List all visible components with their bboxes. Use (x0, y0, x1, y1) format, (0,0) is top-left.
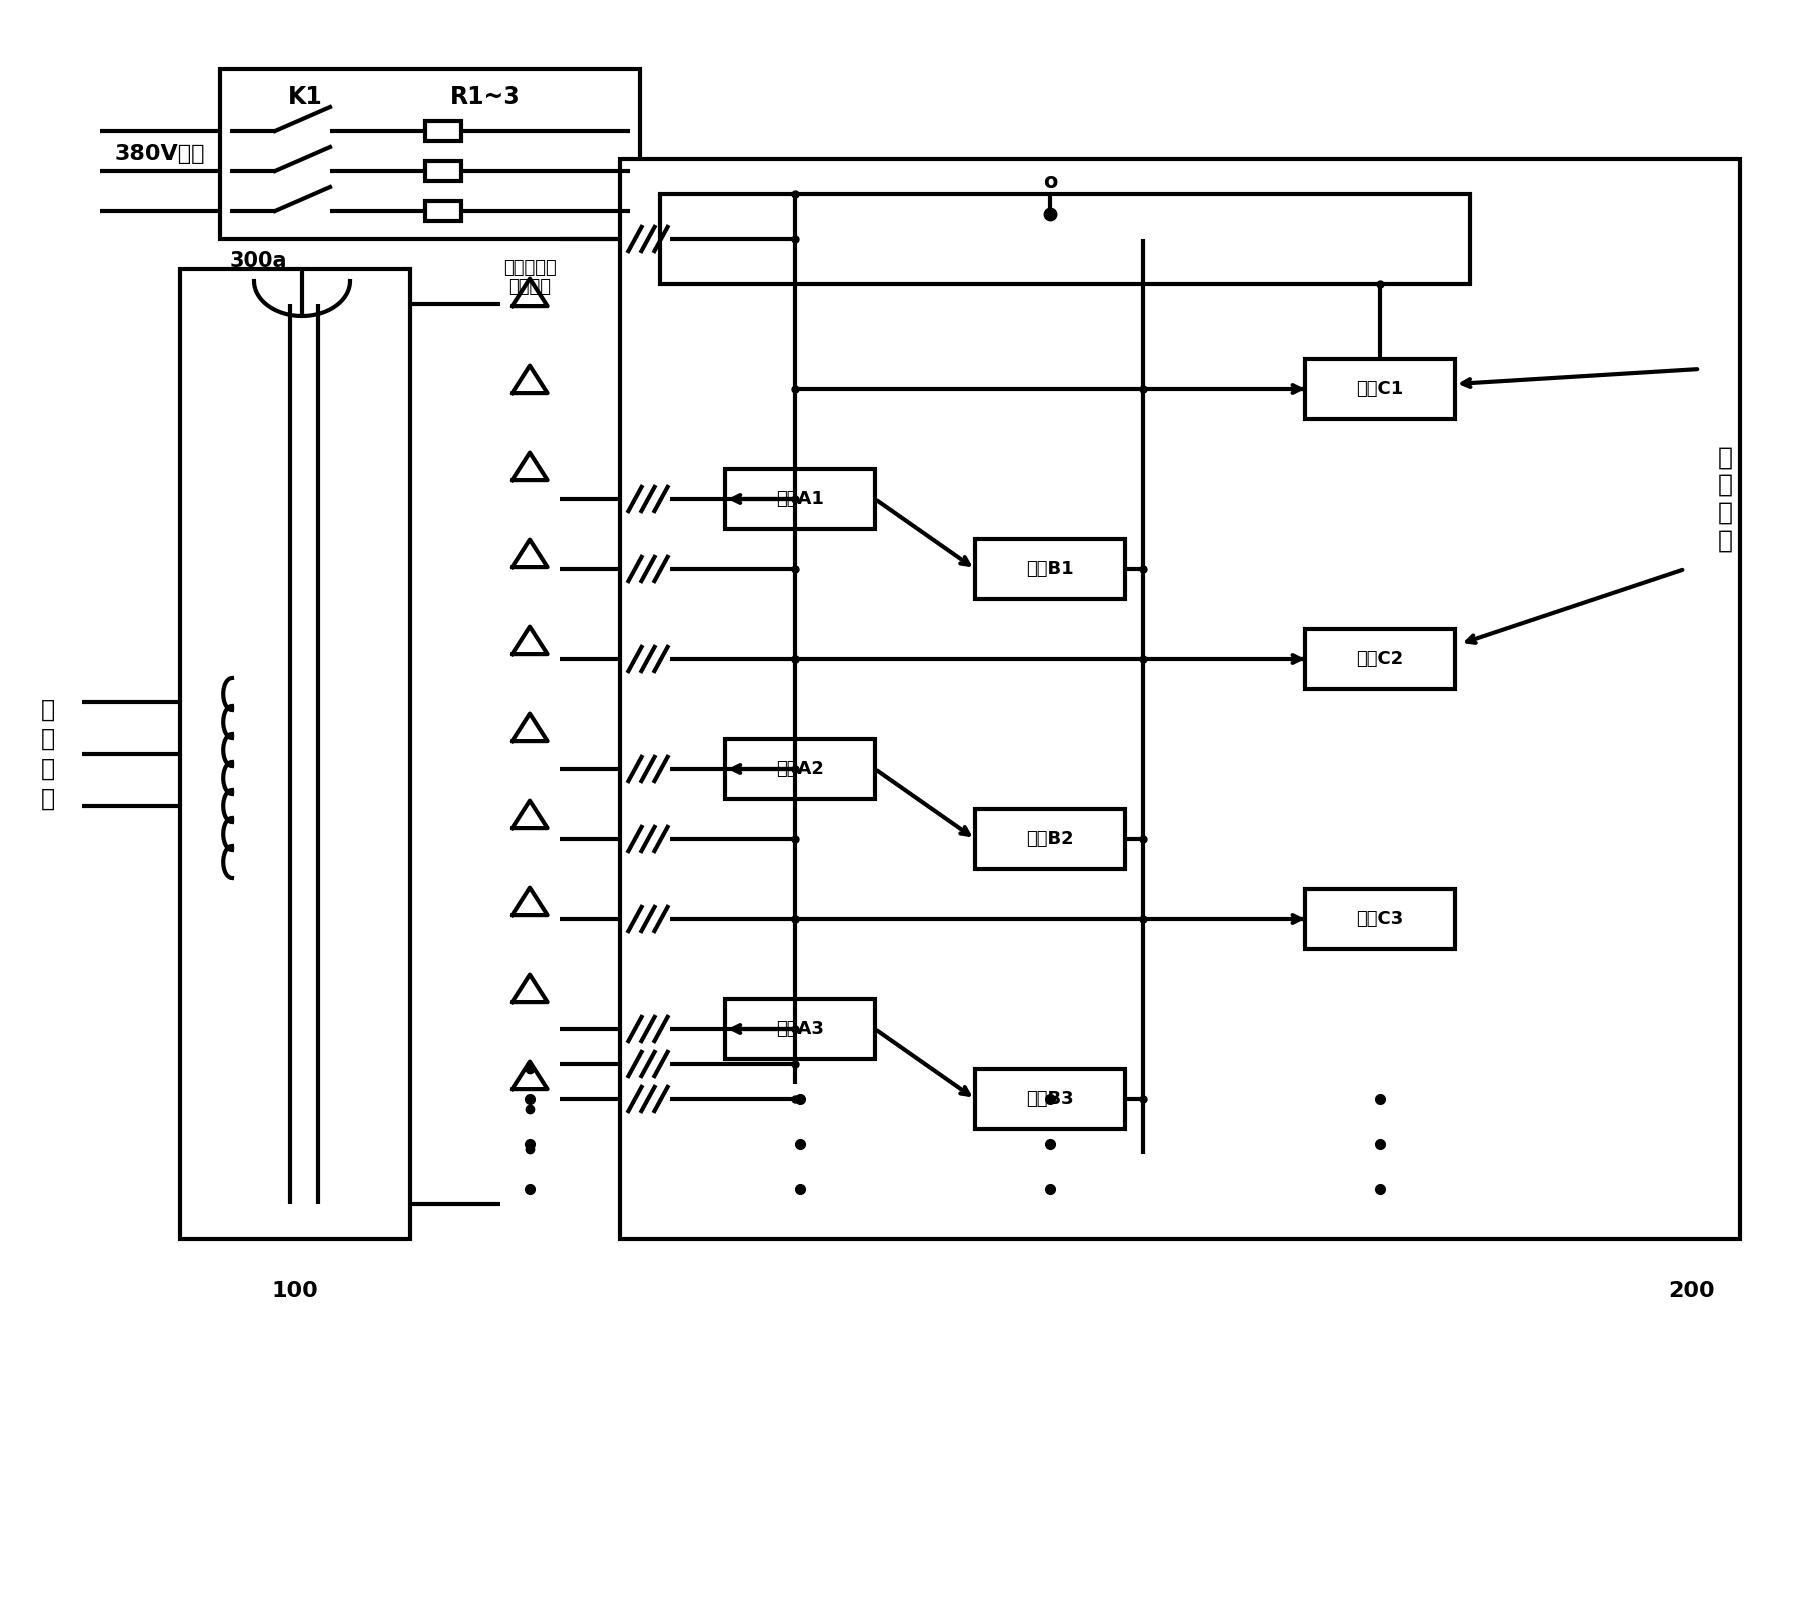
Text: 单元A3: 单元A3 (776, 1020, 824, 1038)
Text: 单元B1: 单元B1 (1025, 560, 1074, 578)
Text: 功
率
单
元: 功 率 单 元 (1716, 445, 1732, 552)
Text: 100: 100 (272, 1281, 317, 1302)
Bar (974, 810, 1125, 869)
Bar (1304, 889, 1455, 949)
Text: K1: K1 (287, 86, 323, 108)
Bar (1304, 359, 1455, 419)
Bar (1304, 630, 1455, 690)
Bar (724, 999, 874, 1059)
Text: 380V电源: 380V电源 (114, 144, 205, 164)
Text: 中
压
输
入: 中 压 输 入 (42, 698, 54, 811)
Text: 200: 200 (1667, 1281, 1714, 1302)
Bar (424, 160, 461, 181)
Text: o: o (1043, 172, 1056, 193)
Bar (724, 470, 874, 529)
Text: 移相变压器
辅助绕组: 移相变压器 辅助绕组 (502, 259, 557, 296)
Text: 单元B2: 单元B2 (1025, 831, 1074, 848)
Text: 300a: 300a (230, 251, 287, 270)
Text: R1~3: R1~3 (450, 86, 521, 108)
Text: 单元C3: 单元C3 (1355, 910, 1402, 928)
Bar (180, 269, 410, 1239)
Bar (660, 194, 1469, 283)
Bar (974, 539, 1125, 599)
Bar (724, 738, 874, 800)
Bar (974, 1069, 1125, 1128)
Text: 单元B3: 单元B3 (1025, 1090, 1074, 1107)
Text: 单元C2: 单元C2 (1355, 649, 1402, 669)
Bar (620, 159, 1740, 1239)
Text: 单元C1: 单元C1 (1355, 380, 1402, 398)
Text: 单元A2: 单元A2 (776, 759, 824, 779)
Text: 单元A1: 单元A1 (776, 491, 824, 508)
Bar (424, 201, 461, 222)
Bar (219, 70, 640, 240)
Bar (424, 121, 461, 141)
